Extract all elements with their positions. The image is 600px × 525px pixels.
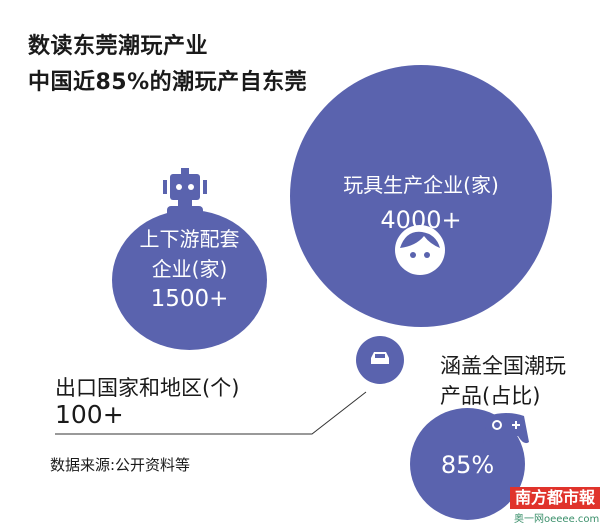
newspaper-logo: 南方都市報: [510, 487, 600, 509]
toy-makers-bubble: [290, 65, 552, 327]
coverage-label2: 产品(占比): [440, 384, 541, 408]
logo-subtitle: 奥一网oeeee.com: [514, 514, 600, 525]
supply-chain-value: 1500+: [150, 286, 229, 312]
face-icon: [395, 225, 445, 275]
coverage-value: 85%: [440, 451, 495, 479]
source-note: 数据来源:公开资料等: [50, 456, 191, 474]
car-icon: [371, 352, 389, 364]
coverage-label1: 涵盖全国潮玩: [440, 354, 566, 378]
supply-chain-label2: 企业(家): [151, 257, 228, 281]
gamepad-icon: [483, 413, 529, 444]
robot-icon: [163, 168, 207, 224]
title-line1: 数读东莞潮玩产业: [28, 34, 209, 59]
title-line2: 中国近85%的潮玩产自东莞: [28, 70, 308, 95]
supply-chain-bubble: [112, 210, 267, 350]
supply-chain-label1: 上下游配套: [139, 227, 240, 251]
export-value: 100+: [55, 400, 124, 429]
toy-makers-label: 玩具生产企业(家): [343, 173, 499, 197]
export-label: 出口国家和地区(个): [55, 376, 240, 400]
